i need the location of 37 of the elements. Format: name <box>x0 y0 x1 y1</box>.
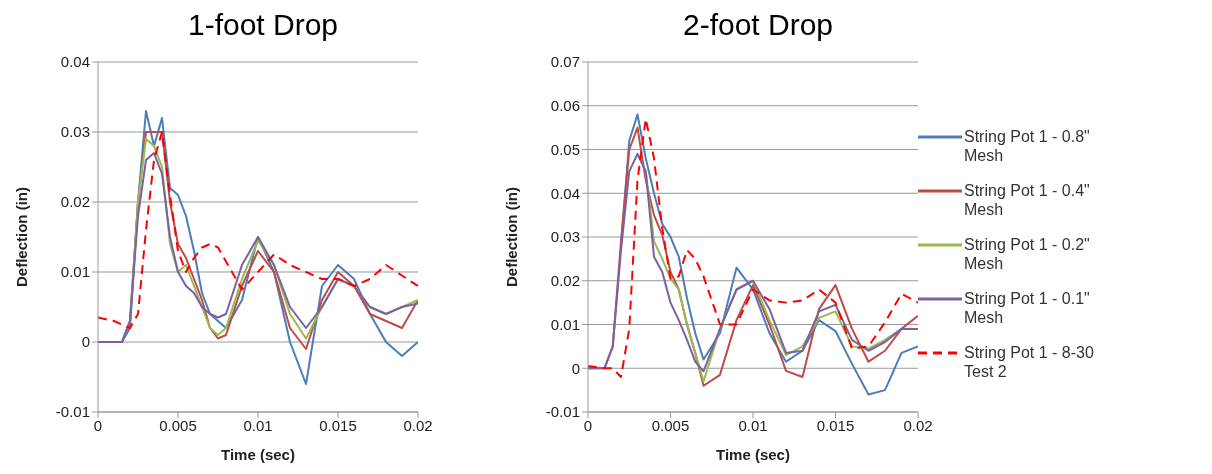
y-tick-label: 0.04 <box>60 53 90 71</box>
legend-label: String Pot 1 - 0.2" Mesh <box>964 235 1091 273</box>
x-tick-label: 0.015 <box>816 416 855 434</box>
x-axis-title: Time (sec) <box>221 446 295 463</box>
legend-label: String Pot 1 - 0.4" Mesh <box>964 181 1091 219</box>
x-tick-label: 0.01 <box>738 416 768 434</box>
y-tick-label: 0 <box>571 359 580 377</box>
y-tick-label: 0.04 <box>550 184 580 202</box>
legend-label: String Pot 1 - 0.1" Mesh <box>964 289 1091 327</box>
chart-title: 1-foot Drop <box>186 8 340 43</box>
x-tick-label: 0 <box>583 416 593 434</box>
y-axis-title: Deflection (in) <box>13 187 31 287</box>
y-tick-label: 0.07 <box>550 53 580 71</box>
y-tick-label: 0.02 <box>550 272 580 290</box>
x-tick-label: 0.02 <box>903 416 933 434</box>
y-tick-label: 0.02 <box>60 193 90 211</box>
x-tick-label: 0.005 <box>651 416 690 434</box>
y-tick-label: 0.01 <box>550 315 580 333</box>
y-tick-label: 0 <box>81 333 90 351</box>
legend-label: String Pot 1 - 8-30 Test 2 <box>964 343 1095 381</box>
legend-label: String Pot 1 - 0.8" Mesh <box>964 127 1091 165</box>
x-tick-label: 0.02 <box>403 416 433 434</box>
y-tick-label: 0.05 <box>550 140 580 158</box>
x-axis-title: Time (sec) <box>716 446 790 463</box>
line-series <box>620 113 918 396</box>
chart-title: 2-foot Drop <box>681 8 835 43</box>
x-tick-label: 0.005 <box>159 416 197 434</box>
y-tick-label: -0.01 <box>545 403 580 421</box>
y-tick-label: 0.06 <box>550 97 580 115</box>
y-tick-label: -0.01 <box>55 403 90 421</box>
x-tick-label: 0 <box>93 416 103 434</box>
x-tick-label: 0.01 <box>243 416 273 434</box>
y-tick-label: 0.03 <box>60 123 90 141</box>
y-tick-label: 0.03 <box>550 228 580 246</box>
y-axis-title: Deflection (in) <box>503 187 521 287</box>
x-tick-label: 0.015 <box>319 416 357 434</box>
y-tick-label: 0.01 <box>60 263 90 281</box>
